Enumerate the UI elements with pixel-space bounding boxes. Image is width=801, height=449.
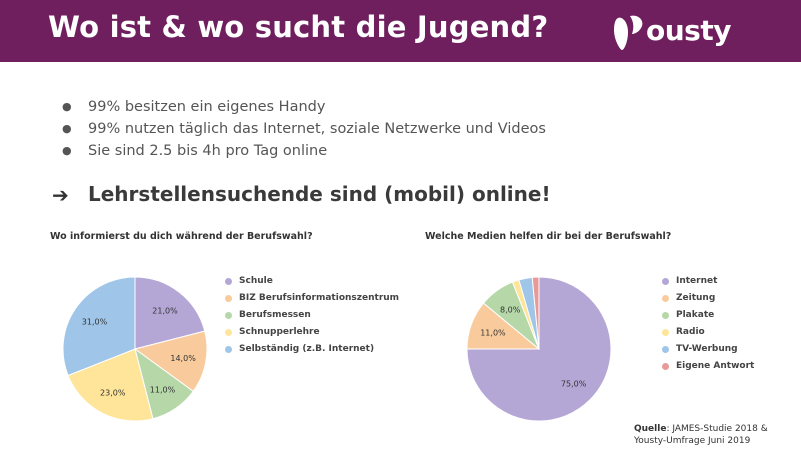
bullet-item: 99% besitzen ein eigenes Handy [62, 96, 546, 118]
chart-2-legend: Internet Zeitung Plakate Radio TV-Werbung Eig… [662, 273, 754, 375]
pie-slice-selbst-ndig-z-b-internet [62, 276, 136, 377]
chart-1-legend: Schule BIZ Berufsinformationszentrum Beruf… [225, 273, 399, 358]
legend-swatch [225, 295, 232, 302]
legend-item-selbst-ndig-z-b-internet: Selbständig (z.B. Internet) [225, 341, 399, 358]
legend-item-tv-werbung: TV-Werbung [662, 341, 754, 358]
bullet-item: 99% nutzen täglich das Internet, soziale… [62, 118, 546, 140]
legend-item-schule: Schule [225, 273, 399, 290]
header-bar: Wo ist & wo sucht die Jugend? ousty [0, 0, 801, 62]
legend-swatch [662, 312, 669, 319]
source-text: : JAMES-Studie 2018 & [666, 424, 768, 434]
legend-label: Berufsmessen [239, 310, 311, 320]
page-title: Wo ist & wo sucht die Jugend? [48, 10, 549, 44]
yousty-logo: ousty [612, 12, 731, 52]
legend-item-eigene-antwort: Eigene Antwort [662, 358, 754, 375]
bullet-item: Sie sind 2.5 bis 4h pro Tag online [62, 140, 546, 162]
pie-label-schule: 21,0% [152, 306, 178, 315]
legend-item-plakate: Plakate [662, 307, 754, 324]
pie-label-plakate: 8,0% [500, 305, 521, 314]
legend-label: Schule [239, 276, 273, 286]
legend-swatch [662, 363, 669, 370]
chart-2-title: Welche Medien helfen dir bei der Berufsw… [425, 231, 672, 242]
legend-label: Eigene Antwort [676, 361, 755, 371]
legend-label: Plakate [676, 310, 715, 320]
legend-label: Zeitung [676, 293, 716, 303]
legend-item-schnupperlehre: Schnupperlehre [225, 324, 399, 341]
source-note: Quelle: JAMES-Studie 2018 & Yousty-Umfra… [634, 423, 768, 447]
pie-slice-eigene-antwort [531, 276, 540, 350]
yousty-logo-icon [614, 15, 643, 50]
legend-swatch [662, 346, 669, 353]
pie-label-schnupperlehre: 23,0% [100, 389, 126, 398]
pie-chart-medien: 75,0% 11,0% 8,0% [466, 276, 612, 422]
legend-swatch [225, 312, 232, 319]
logo-text: ousty [646, 14, 731, 47]
source-label: Quelle [634, 424, 667, 434]
headline: Lehrstellensuchende sind (mobil) online! [88, 182, 551, 206]
legend-swatch [662, 278, 669, 285]
bullet-list: 99% besitzen ein eigenes Handy 99% nutze… [62, 96, 546, 162]
legend-item-internet: Internet [662, 273, 754, 290]
pie-label-zeitung: 11,0% [480, 328, 506, 337]
legend-swatch [662, 329, 669, 336]
pie-label-internet: 75,0% [561, 380, 587, 389]
pie-slice-biz-berufsinformationszentrum [133, 330, 208, 393]
legend-label: TV-Werbung [676, 344, 738, 354]
pie-chart-berufswahl: 21,0% 14,0% 11,0% 23,0% 31,0% [62, 276, 208, 422]
chart-1-title: Wo informierst du dich während der Beruf… [50, 231, 313, 242]
legend-swatch [225, 346, 232, 353]
pie-label-selbst-ndig-z-b-internet: 31,0% [82, 317, 108, 326]
legend-swatch [662, 295, 669, 302]
legend-item-berufsmessen: Berufsmessen [225, 307, 399, 324]
pie-label-berufsmessen: 11,0% [150, 385, 176, 394]
legend-swatch [225, 329, 232, 336]
legend-swatch [225, 278, 232, 285]
legend-label: Selbständig (z.B. Internet) [239, 344, 375, 354]
legend-item-radio: Radio [662, 324, 754, 341]
arrow-icon: ➔ [52, 183, 69, 207]
legend-item-biz-berufsinformationszentrum: BIZ Berufsinformationszentrum [225, 290, 399, 307]
legend-label: Schnupperlehre [239, 327, 320, 337]
legend-label: Radio [676, 327, 705, 337]
source-text-2: Yousty-Umfrage Juni 2019 [634, 436, 751, 446]
pie-slice-schule [134, 276, 206, 350]
legend-item-zeitung: Zeitung [662, 290, 754, 307]
pie-slice-schnupperlehre [67, 348, 154, 422]
legend-label: BIZ Berufsinformationszentrum [239, 293, 400, 303]
legend-label: Internet [676, 276, 718, 286]
pie-label-biz-berufsinformationszentrum: 14,0% [170, 354, 196, 363]
